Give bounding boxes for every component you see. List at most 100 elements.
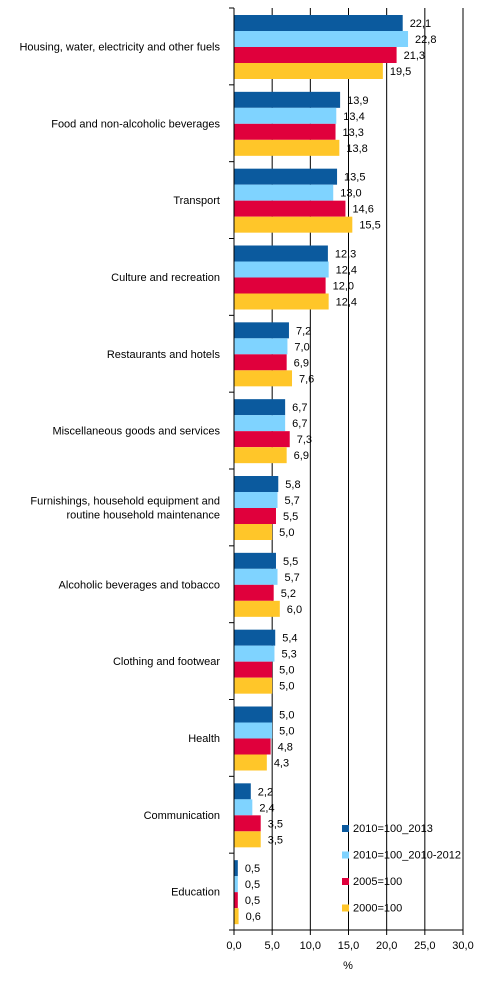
bar — [234, 447, 287, 464]
data-label: 5,4 — [282, 633, 297, 645]
data-label: 6,0 — [287, 604, 302, 616]
bar — [234, 370, 293, 387]
data-label: 5,7 — [285, 495, 300, 507]
data-label: 13,8 — [346, 143, 367, 155]
category-label: Restaurants and hotels — [107, 349, 221, 361]
data-label: 7,0 — [294, 341, 309, 353]
category-label-line: Culture and recreation — [111, 272, 220, 284]
category-label-line: Restaurants and hotels — [107, 349, 221, 361]
data-label: 3,5 — [268, 818, 283, 830]
data-label: 0,5 — [245, 895, 260, 907]
bar — [234, 661, 273, 678]
data-label: 22,8 — [415, 34, 436, 46]
data-label: 19,5 — [390, 66, 411, 78]
bar — [234, 123, 336, 140]
bar — [234, 754, 267, 771]
category-label: Health — [188, 733, 220, 745]
category-label: Miscellaneous goods and services — [52, 426, 220, 438]
bar — [234, 354, 287, 371]
category-label-line: Miscellaneous goods and services — [52, 426, 220, 438]
data-label: 7,6 — [299, 373, 314, 385]
category-label: Culture and recreation — [111, 272, 220, 284]
bar — [234, 738, 271, 755]
bar — [234, 107, 337, 124]
bar — [234, 706, 273, 723]
value-labels: 22,1 22,8 21,3 19,5 13,9 13,4 13,3 13,8 13,5 13,0… — [245, 18, 437, 923]
data-label: 12,0 — [333, 281, 354, 293]
legend-swatch — [342, 851, 349, 859]
data-label: 5,0 — [279, 665, 294, 677]
category-label: Education — [171, 887, 220, 899]
category-label: Communication — [144, 810, 220, 822]
data-label: 5,2 — [281, 588, 296, 600]
data-label: 5,5 — [283, 511, 298, 523]
x-tick-label: 30,0 — [452, 940, 473, 952]
category-labels: Housing, water, electricity and other fu… — [19, 41, 220, 898]
legend-label: 2005=100 — [353, 876, 402, 888]
bar — [234, 677, 273, 694]
category-label: Clothing and footwear — [113, 656, 220, 668]
data-label: 6,7 — [292, 418, 307, 430]
category-label-line: Health — [188, 733, 220, 745]
data-label: 5,3 — [281, 649, 296, 661]
data-label: 15,5 — [359, 220, 380, 232]
bar — [234, 139, 340, 156]
bar — [234, 322, 289, 339]
bar — [234, 508, 276, 524]
x-tick-label: 25,0 — [414, 940, 435, 952]
bar — [234, 815, 261, 832]
x-tick-label: 10,0 — [300, 940, 321, 952]
data-label: 5,7 — [285, 572, 300, 584]
data-label: 12,3 — [335, 249, 356, 261]
bar — [234, 831, 261, 848]
category-label-line: Alcoholic beverages and tobacco — [59, 579, 220, 591]
data-label: 13,4 — [343, 111, 364, 123]
data-label: 12,4 — [336, 297, 357, 309]
data-label: 0,6 — [246, 911, 261, 923]
bar — [234, 293, 329, 310]
bar — [234, 799, 253, 816]
bar — [234, 629, 276, 646]
category-label-line: Housing, water, electricity and other fu… — [19, 41, 220, 53]
category-label-line: Furnishings, household equipment and — [30, 495, 220, 507]
bar — [234, 892, 238, 909]
category-label: Food and non-alcoholic beverages — [51, 118, 220, 130]
bars — [234, 15, 409, 925]
gridlines — [271, 8, 464, 930]
bar — [234, 216, 353, 233]
data-label: 5,0 — [279, 726, 294, 738]
legend-label: 2000=100 — [353, 903, 402, 915]
data-label: 14,6 — [352, 204, 373, 216]
category-label-line: Communication — [144, 810, 220, 822]
data-label: 0,5 — [245, 879, 260, 891]
x-tick-label: 0,0 — [226, 940, 241, 952]
data-label: 4,3 — [274, 758, 289, 770]
category-label: Housing, water, electricity and other fu… — [19, 41, 220, 53]
data-label: 13,5 — [344, 172, 365, 184]
data-label: 7,2 — [296, 325, 311, 337]
bar — [234, 63, 383, 79]
bar — [234, 200, 346, 217]
data-label: 6,9 — [294, 357, 309, 369]
bar — [234, 399, 286, 416]
bar — [234, 722, 273, 739]
bar — [234, 860, 238, 877]
bar — [234, 645, 275, 662]
legend-swatch — [342, 904, 349, 912]
category-label-line: routine household maintenance — [66, 509, 220, 521]
bar — [234, 168, 338, 185]
data-label: 4,8 — [278, 742, 293, 754]
category-label-line: Education — [171, 887, 220, 899]
bar — [234, 600, 280, 617]
bar — [234, 31, 409, 47]
bar — [234, 277, 326, 294]
data-label: 13,0 — [340, 188, 361, 200]
bar — [234, 91, 341, 108]
legend-swatch — [342, 825, 349, 832]
legend-label: 2010=100_2013 — [353, 823, 433, 835]
data-label: 2,4 — [259, 802, 274, 814]
data-label: 3,5 — [268, 834, 283, 846]
data-label: 7,3 — [297, 434, 312, 446]
data-label: 12,4 — [336, 265, 357, 277]
